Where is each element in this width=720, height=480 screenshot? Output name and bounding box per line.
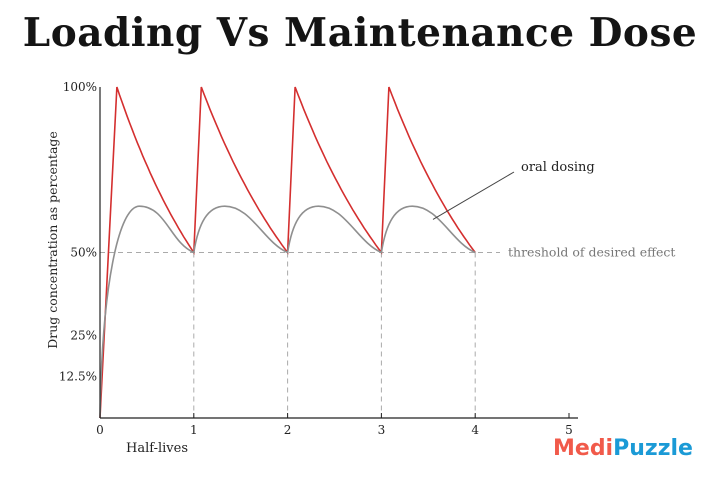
y-tick-label: 50% [70, 246, 97, 260]
x-tick-label: 4 [471, 423, 479, 437]
y-axis-title: Drug concentration as percentage [45, 131, 60, 349]
axes [99, 87, 578, 419]
labels: 0 1 2 3 4 5 100% 50% 25% 12.5% threshold of desire… [45, 80, 675, 456]
brand-part-puzzle: Puzzle [613, 436, 693, 461]
oral-dosing-line [99, 205, 476, 419]
threshold-label: threshold of desired effect [508, 245, 675, 260]
y-tick-label: 12.5% [59, 370, 97, 384]
x-tick-label: 1 [190, 423, 198, 437]
series-layer [99, 86, 476, 419]
x-tick-label: 5 [565, 423, 573, 437]
annotation-oral-dosing: oral dosing [521, 160, 595, 175]
x-tick-label: 2 [284, 423, 292, 437]
reference-lines [100, 252, 500, 418]
x-axis-title: Half-lives [126, 441, 188, 456]
page-title: Loading Vs Maintenance Dose [22, 10, 698, 56]
brand-part-medi: Medi [553, 436, 614, 461]
brand-logo: MediPuzzle [553, 436, 693, 461]
y-tick-label: 25% [70, 328, 97, 342]
x-tick-label: 3 [378, 423, 386, 437]
x-tick-label: 0 [96, 423, 104, 437]
y-tick-label: 100% [63, 80, 97, 94]
annotation-pointer [432, 171, 515, 220]
